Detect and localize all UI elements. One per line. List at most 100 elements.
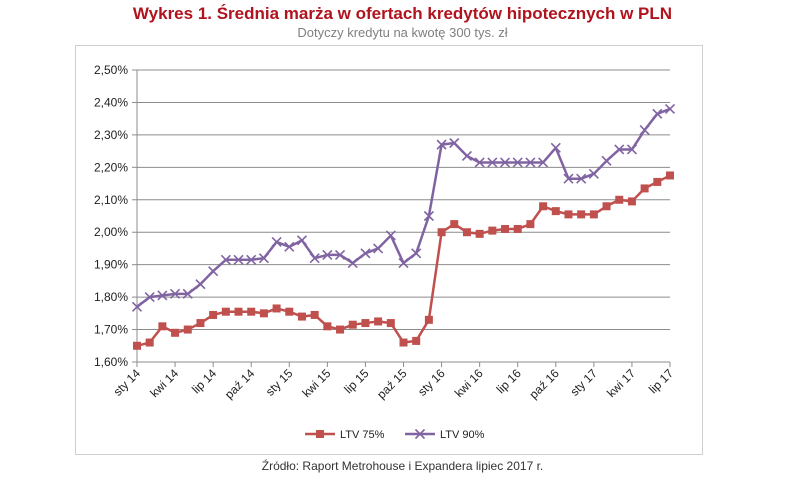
- x-marker-stroke: [588, 168, 599, 179]
- data-point: [398, 257, 409, 269]
- x-marker-stroke: [525, 157, 536, 168]
- x-marker-stroke: [411, 248, 422, 259]
- x-marker-stroke: [563, 173, 574, 184]
- x-axis-ticks: sty 14 kwi 14 lip 14 paź 14 sty 15 kwi 15 lip …: [111, 366, 677, 402]
- data-point: [234, 307, 243, 316]
- x-marker-stroke: [233, 254, 244, 265]
- data-point: [247, 307, 256, 316]
- data-point: [373, 243, 384, 254]
- data-point: [399, 338, 408, 347]
- x-marker-stroke: [170, 288, 181, 299]
- data-point: [626, 144, 637, 155]
- x-marker-stroke: [182, 288, 193, 299]
- x-marker-stroke: [614, 144, 625, 155]
- x-marker-stroke: [144, 292, 155, 303]
- data-point: [336, 325, 345, 334]
- data-point: [627, 197, 636, 206]
- x-marker-stroke: [385, 230, 396, 241]
- data-point: [144, 292, 155, 303]
- y-tick-label: 1,80%: [94, 290, 128, 304]
- data-point: [259, 309, 268, 318]
- x-marker-stroke: [626, 144, 637, 155]
- x-marker-stroke: [664, 103, 676, 114]
- chart-subtitle: Dotyczy kredytu na kwotę 300 tys. zł: [297, 25, 508, 40]
- data-point: [450, 220, 459, 229]
- x-marker-stroke: [423, 210, 434, 222]
- data-point: [488, 226, 497, 235]
- data-point: [208, 266, 219, 277]
- data-point: [285, 307, 294, 316]
- data-point: [487, 157, 498, 168]
- x-marker-stroke: [652, 108, 663, 119]
- series-group: [131, 103, 676, 350]
- legend-label: LTV 75%: [340, 429, 385, 441]
- data-point: [449, 137, 460, 149]
- data-point: [462, 228, 471, 237]
- x-marker-stroke: [474, 157, 485, 168]
- data-point: [513, 224, 522, 233]
- x-marker-stroke: [131, 301, 143, 312]
- data-point: [475, 229, 484, 238]
- data-point: [272, 304, 281, 313]
- data-point: [653, 177, 662, 186]
- y-tick-label: 2,30%: [94, 128, 128, 142]
- data-point: [411, 248, 422, 259]
- data-point: [602, 202, 611, 211]
- y-tick-label: 1,60%: [94, 355, 128, 369]
- x-marker-stroke: [271, 236, 282, 248]
- data-point: [640, 184, 649, 193]
- x-marker-stroke: [512, 157, 523, 168]
- x-marker-stroke: [157, 290, 168, 301]
- data-point: [133, 341, 141, 350]
- x-marker-stroke: [296, 235, 308, 246]
- data-point: [182, 288, 193, 299]
- x-tick-label: paź 14: [222, 366, 258, 402]
- data-point: [361, 319, 370, 328]
- data-point: [221, 307, 230, 316]
- chart-frame: [75, 45, 703, 455]
- data-point: [412, 336, 421, 345]
- x-tick-label: kwi 15: [300, 366, 334, 400]
- y-tick-label: 2,00%: [94, 225, 128, 239]
- x-marker-stroke: [576, 173, 587, 184]
- data-point: [233, 254, 244, 265]
- y-tick-label: 2,50%: [94, 63, 128, 77]
- data-point: [297, 312, 306, 321]
- x-tick-label: lip 16: [494, 366, 524, 396]
- data-point: [563, 173, 574, 184]
- x-tick-label: lip 15: [341, 366, 371, 396]
- data-point: [348, 320, 357, 329]
- data-point: [614, 144, 625, 155]
- data-point: [512, 157, 523, 168]
- x-marker-stroke: [360, 248, 371, 259]
- data-point: [310, 310, 319, 319]
- x-tick-label: sty 14: [111, 366, 144, 399]
- x-marker-stroke: [334, 249, 346, 260]
- x-marker-stroke: [461, 150, 473, 162]
- data-point: [601, 155, 612, 166]
- data-point: [145, 338, 154, 347]
- x-tick-label: sty 15: [263, 366, 296, 399]
- x-marker-stroke: [436, 139, 447, 150]
- chart-title: Wykres 1. Średnia marża w ofertach kredy…: [132, 4, 673, 23]
- data-point: [424, 315, 433, 324]
- x-marker-stroke: [195, 279, 206, 290]
- data-point: [550, 142, 561, 153]
- data-point: [209, 310, 218, 319]
- x-marker-stroke: [284, 241, 295, 252]
- y-axis-ticks: 1,60% 1,70% 1,80% 1,90% 2,00% 2,10% 2,20% 2,30%…: [94, 63, 128, 369]
- data-point: [322, 249, 333, 260]
- x-marker-stroke: [322, 249, 333, 260]
- y-tick-label: 1,70%: [94, 323, 128, 337]
- data-point: [499, 157, 511, 168]
- x-tick-label: kwi 14: [147, 366, 181, 400]
- data-point: [170, 288, 181, 299]
- x-marker-stroke: [550, 142, 561, 153]
- data-point: [334, 249, 346, 260]
- x-tick-label: sty 16: [415, 366, 448, 399]
- data-point: [501, 224, 510, 233]
- data-point: [577, 210, 586, 219]
- data-point: [539, 202, 548, 211]
- data-point: [246, 254, 257, 265]
